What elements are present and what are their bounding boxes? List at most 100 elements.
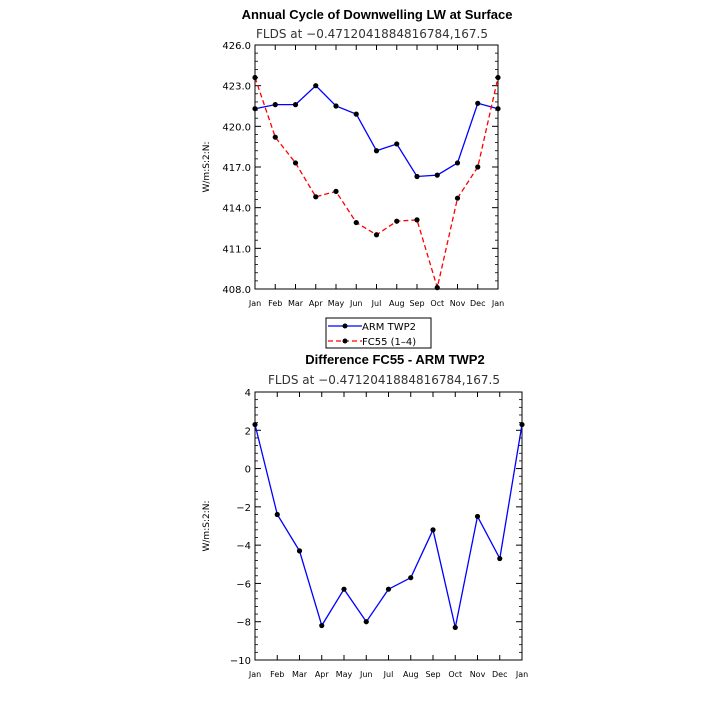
top-xtick-label: Nov [450, 299, 466, 308]
bottom-series-0-point [363, 619, 369, 625]
top-series-0-line [254, 84, 499, 178]
top-series-0-point [373, 148, 380, 154]
top-ytick-label: 408.0 [222, 285, 251, 296]
top-series-1-point [394, 218, 400, 224]
bottom-chart-subtitle: FLDS at −0.4712041884816784,167.5 [268, 373, 500, 387]
bottom-xtick-label: May [336, 670, 353, 679]
bottom-xtick-label: Sep [425, 670, 440, 679]
bottom-ytick-label: −2 [236, 503, 251, 514]
top-series-1-point [292, 160, 299, 166]
bottom-series-0-point [408, 575, 414, 581]
bottom-ytick-label: −6 [236, 579, 251, 590]
top-chart-subtitle: FLDS at −0.4712041884816784,167.5 [256, 27, 488, 41]
bottom-xtick-label: Aug [403, 670, 419, 679]
top-series-0-point [394, 141, 400, 147]
top-ytick-label: 414.0 [222, 204, 251, 215]
bottom-series-0-point [274, 511, 280, 518]
bottom-ytick-label: −8 [236, 618, 251, 629]
top-series-0-point [353, 111, 359, 117]
top-series-1-point [353, 219, 359, 226]
top-xtick-label: Aug [389, 299, 405, 308]
top-xtick-label: Jan [248, 299, 261, 308]
top-series-1-point [333, 188, 339, 194]
top-ytick-label: 426.0 [222, 41, 251, 52]
bottom-ytick-label: −10 [230, 656, 251, 667]
bottom-chart-ylabel: W/m:S:2:N: [202, 501, 212, 552]
bottom-series-0-line [254, 424, 523, 628]
bottom-chart-title: Difference FC55 - ARM TWP2 [305, 352, 484, 367]
top-series-1-point [414, 217, 420, 223]
bottom-series-0-point [474, 513, 481, 520]
bottom-xtick-label: Apr [315, 670, 330, 679]
bottom-xtick-label: Jan [515, 670, 528, 679]
top-xtick-label: Jan [491, 299, 504, 308]
bottom-xtick-label: Jul [383, 670, 394, 679]
bottom-xtick-label: Oct [448, 670, 462, 679]
top-series-1-point [313, 194, 319, 200]
bottom-ytick-label: 2 [245, 426, 251, 437]
bottom-series-0-point [252, 421, 258, 428]
top-ytick-label: 411.0 [222, 244, 251, 255]
top-series-0-point [313, 83, 319, 89]
legend-label-arm: ARM TWP2 [362, 322, 416, 333]
top-series-1-point [475, 164, 481, 170]
legend-marker-fc55 [342, 338, 348, 344]
top-series-0-point [272, 102, 278, 108]
top-series-1-point [454, 195, 461, 201]
bottom-ytick-label: −4 [236, 541, 251, 552]
top-series-0-point [475, 100, 481, 106]
legend-marker-arm [342, 323, 348, 329]
top-series-1-point [252, 74, 258, 81]
top-xtick-label: Feb [268, 299, 282, 308]
top-series-1-point [434, 285, 440, 291]
bottom-chart-axes: Jan Feb Mar Apr May Jun Jul Aug Sep Oct Nov Dec Jan −… [230, 388, 528, 679]
top-chart-ylabel: W/m:S:2:N: [202, 142, 212, 193]
bottom-ytick-label: 4 [245, 388, 251, 399]
top-series-1-point [272, 134, 278, 140]
bottom-chart-series [252, 421, 525, 631]
bottom-xtick-label: Jun [359, 670, 373, 679]
top-xtick-label: Jul [371, 299, 382, 308]
bottom-series-0-point [430, 527, 436, 533]
bottom-series-0-point [319, 622, 325, 629]
top-xtick-label: Dec [470, 299, 485, 308]
legend: ARM TWP2 FC55 (1–4) [325, 317, 432, 349]
top-series-0-point [434, 172, 440, 178]
top-series-1-point [495, 74, 501, 81]
top-series-0-point [454, 160, 461, 166]
top-xtick-label: Oct [430, 299, 444, 308]
legend-label-fc55: FC55 (1–4) [362, 337, 416, 348]
top-chart-series [252, 74, 501, 291]
bottom-series-0-point [497, 555, 503, 562]
top-xtick-label: Mar [288, 299, 304, 308]
bottom-series-0-point [296, 548, 303, 554]
top-chart-frame [254, 44, 499, 290]
bottom-xtick-label: Dec [492, 670, 507, 679]
bottom-chart: Difference FC55 - ARM TWP2 FLDS at −0.47… [202, 352, 528, 679]
bottom-series-0-point [341, 586, 347, 592]
bottom-series-0-point [452, 624, 458, 631]
top-series-0-point [495, 106, 501, 112]
top-series-0-point [252, 106, 258, 112]
top-xtick-label: Apr [309, 299, 324, 308]
top-series-0-point [333, 103, 339, 109]
top-chart-title: Annual Cycle of Downwelling LW at Surfac… [242, 7, 513, 22]
bottom-xtick-label: Feb [270, 670, 284, 679]
bottom-ytick-label: 0 [245, 465, 251, 476]
top-ytick-label: 417.0 [222, 163, 251, 174]
top-xtick-label: May [328, 299, 345, 308]
top-chart: Annual Cycle of Downwelling LW at Surfac… [202, 7, 512, 308]
bottom-series-0-point [519, 421, 525, 428]
top-ytick-label: 420.0 [222, 122, 251, 133]
top-series-0-point [292, 102, 299, 108]
top-series-1-line [254, 77, 499, 291]
top-series-0-point [414, 173, 420, 180]
top-xtick-label: Sep [409, 299, 424, 308]
bottom-xtick-label: Mar [292, 670, 308, 679]
top-ytick-label: 423.0 [222, 82, 251, 93]
top-chart-axes: Jan Feb Mar Apr May Jun Jul Aug Sep Oct Nov Dec Jan 4… [222, 41, 504, 308]
top-xtick-label: Jun [349, 299, 363, 308]
bottom-xtick-label: Nov [470, 670, 486, 679]
bottom-series-0-point [385, 586, 392, 592]
